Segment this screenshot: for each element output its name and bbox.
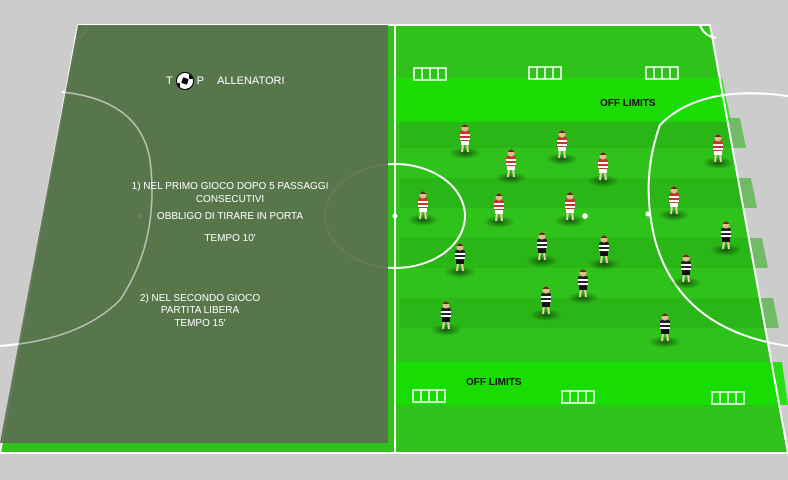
ball: [582, 213, 588, 219]
player-red-3: [495, 149, 527, 184]
player-red-8: [554, 192, 586, 227]
player-red-2: [546, 130, 578, 165]
player-black-2: [526, 232, 558, 267]
off-limits-label-top: OFF LIMITS: [600, 98, 656, 109]
instruction-line-5: 2) NEL SECONDO GIOCO: [139, 293, 261, 304]
goal-bottom-3: [711, 391, 745, 405]
instruction-line-2: CONSECUTIVI: [195, 194, 265, 205]
player-black-9: [649, 313, 681, 348]
player-red-5: [702, 134, 734, 169]
player-black-7: [530, 286, 562, 321]
player-red-4: [587, 152, 619, 187]
logo-letter-t: T: [166, 75, 173, 87]
logo-letter-p: P: [196, 75, 205, 87]
player-black-5: [670, 254, 702, 289]
player-black-3: [588, 235, 620, 270]
goal-top-1: [413, 67, 447, 81]
left-half-overlay: [0, 25, 388, 443]
player-red-1: [449, 124, 481, 159]
goal-top-2: [528, 66, 562, 80]
instruction-line-4: TEMPO 10': [204, 233, 256, 244]
player-black-1: [444, 243, 476, 278]
off-limits-zone-bottom: [395, 362, 788, 405]
goal-top-3: [645, 66, 679, 80]
logo-brand: ALLENATORI: [217, 75, 285, 87]
goal-bottom-2: [561, 390, 595, 404]
instruction-line-6: PARTITA LIBERA: [160, 305, 240, 316]
player-red-7: [483, 193, 515, 228]
player-black-4: [710, 221, 742, 256]
soccer-ball-icon: [175, 72, 194, 90]
player-red-6: [407, 191, 439, 226]
instruction-line-1: 1) NEL PRIMO GIOCO DOPO 5 PASSAGGI: [131, 181, 329, 192]
player-black-6: [567, 269, 599, 304]
player-black-8: [430, 301, 462, 336]
off-limits-zone-top: [395, 78, 731, 122]
player-red-9: [658, 186, 690, 221]
players: [407, 124, 742, 348]
instruction-line-7: TEMPO 15': [174, 318, 226, 329]
goal-bottom-1: [412, 389, 446, 403]
off-limits-label-bottom: OFF LIMITS: [466, 377, 522, 388]
instruction-line-3: OBBLIGO DI TIRARE IN PORTA: [156, 211, 304, 222]
logo: T P ALLENATORI: [166, 72, 285, 90]
